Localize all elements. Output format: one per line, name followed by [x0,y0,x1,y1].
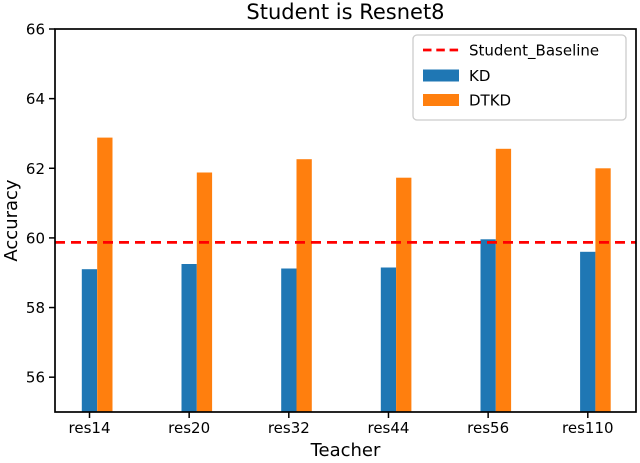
y-tick-label: 56 [26,369,45,387]
y-tick-label: 66 [26,21,45,39]
legend-swatch-dtkd [423,94,459,106]
bar-kd-res56 [480,239,496,412]
bar-dtkd-res110 [595,168,611,412]
bar-dtkd-res20 [196,172,213,412]
bar-kd-res20 [181,264,197,412]
chart-title: Student is Resnet8 [246,0,444,24]
y-axis-label: Accuracy [1,179,22,262]
x-tick-label: res44 [367,419,409,437]
legend-label-baseline: Student_Baseline [469,42,599,61]
bar-kd-res110 [580,251,596,412]
bar-kd-res32 [281,268,297,412]
bar-dtkd-res56 [495,148,512,413]
x-tick-label: res110 [562,419,614,437]
legend [412,34,627,121]
legend-label-kd: KD [469,67,490,85]
y-tick-label: 58 [26,299,45,317]
bar-dtkd-res44 [396,177,412,412]
legend-swatch-kd [423,69,459,82]
legend-box [412,34,627,121]
x-axis-label: Teacher [310,440,381,461]
x-tick-label: res32 [268,419,310,437]
y-tick-label: 64 [26,90,45,108]
legend-label-dtkd: DTKD [469,92,511,110]
bar-kd-res14 [81,269,98,412]
plot-border [54,28,637,413]
bar-dtkd-res14 [97,137,113,412]
x-tick-label: res14 [69,419,111,437]
x-tick-label: res56 [467,419,509,437]
x-tick-label: res20 [168,419,210,437]
bar-kd-res44 [380,267,397,412]
y-tick-label: 60 [26,229,45,247]
y-tick-label: 62 [26,160,45,178]
bar-dtkd-res32 [296,159,312,412]
